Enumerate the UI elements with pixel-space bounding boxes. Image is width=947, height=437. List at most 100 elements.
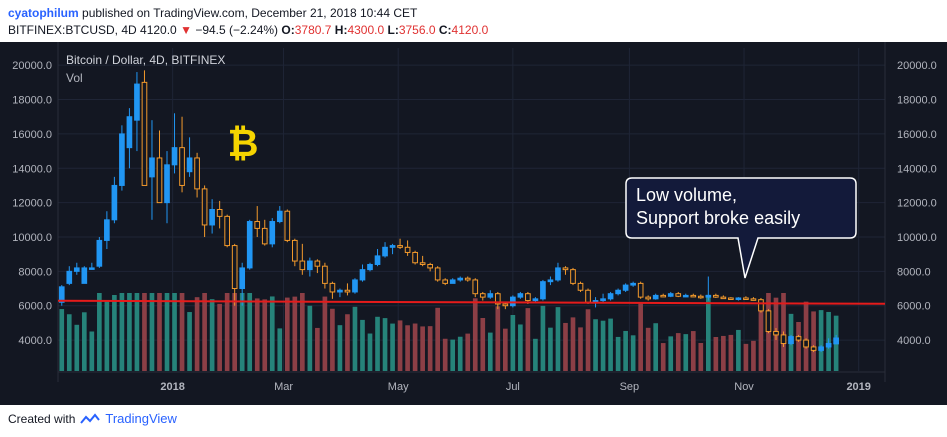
volume-bar bbox=[728, 334, 734, 371]
volume-bar bbox=[352, 306, 358, 371]
volume-bar bbox=[721, 335, 726, 371]
volume-bar bbox=[690, 331, 696, 371]
volume-bar bbox=[570, 317, 576, 371]
price-tick-label-left: 10000.0 bbox=[12, 232, 52, 244]
candle-body bbox=[487, 293, 494, 298]
volume-bar bbox=[487, 332, 493, 371]
volume-bar bbox=[337, 325, 343, 371]
candle-body bbox=[419, 262, 426, 265]
candle-body bbox=[479, 293, 486, 298]
candle-body bbox=[494, 293, 501, 305]
volume-bar bbox=[518, 324, 523, 371]
volume-bar bbox=[66, 314, 72, 371]
volume-bar bbox=[495, 306, 501, 371]
candle-body bbox=[337, 289, 343, 293]
volume-bar bbox=[217, 303, 222, 371]
price-tick-label-right: 4000.0 bbox=[897, 335, 931, 347]
candle-body bbox=[89, 267, 95, 270]
callout-line2: Support broke easily bbox=[636, 208, 800, 228]
candle-body bbox=[367, 263, 373, 271]
candle-body bbox=[73, 267, 80, 272]
price-tick-label-right: 14000.0 bbox=[897, 163, 937, 175]
candle-body bbox=[562, 267, 569, 271]
price-tick-label-left: 4000.0 bbox=[18, 335, 52, 347]
candle-body bbox=[164, 164, 170, 204]
candle-body bbox=[502, 303, 509, 307]
created-with-label: Created with bbox=[8, 411, 76, 426]
volume-bar bbox=[390, 323, 395, 371]
candle-body bbox=[517, 293, 524, 298]
candle-body bbox=[382, 246, 388, 257]
price-tick-label-left: 6000.0 bbox=[18, 301, 52, 313]
time-tick-label: Jul bbox=[506, 381, 520, 393]
candle-body bbox=[532, 298, 539, 302]
volume-bar bbox=[608, 318, 613, 371]
volume-bar bbox=[360, 319, 365, 371]
candle-body bbox=[660, 294, 667, 298]
candle-body bbox=[713, 294, 719, 298]
candle-body bbox=[457, 277, 464, 281]
candles[interactable] bbox=[58, 70, 839, 353]
volume-bar bbox=[758, 307, 764, 371]
volume-bar bbox=[367, 333, 373, 371]
candle-body bbox=[119, 133, 125, 186]
candle-body bbox=[269, 221, 276, 245]
candle-body bbox=[682, 294, 689, 298]
publish-info: published on TradingView.com, December 2… bbox=[82, 6, 418, 20]
candle-body bbox=[314, 260, 321, 267]
volume-bar bbox=[277, 328, 283, 371]
candle-body bbox=[773, 330, 779, 336]
candle-body bbox=[404, 246, 411, 253]
volume-bar bbox=[59, 309, 65, 371]
ohlc-line: BITFINEX:BTCUSD, 4D 4120.0 ▼ −94.5 (−2.2… bbox=[8, 22, 488, 38]
candle-body bbox=[615, 289, 621, 295]
candle-body bbox=[374, 255, 381, 265]
volume-bar bbox=[743, 343, 749, 371]
tradingview-link[interactable]: TradingView bbox=[105, 411, 177, 426]
annotation-callout[interactable]: Low volume, Support broke easily bbox=[625, 177, 857, 279]
price-tick-label-right: 20000.0 bbox=[897, 60, 937, 72]
price-chart[interactable]: 20000.0 20000.0 18000.0 18000.0 16000.0 16000… bbox=[0, 42, 947, 405]
volume-bar bbox=[375, 316, 380, 371]
price-axis[interactable]: 20000.0 20000.0 18000.0 18000.0 16000.0 16000… bbox=[12, 60, 937, 347]
volume-bar bbox=[187, 312, 192, 371]
candle-body bbox=[810, 346, 817, 351]
candle-body bbox=[630, 282, 636, 286]
volume-bar bbox=[818, 310, 824, 371]
candle-body bbox=[284, 210, 291, 241]
author-name[interactable]: cyatophilum bbox=[8, 6, 79, 20]
time-tick-label: Nov bbox=[734, 381, 754, 393]
candle-body bbox=[299, 260, 306, 271]
volume-bar bbox=[262, 299, 268, 371]
change-arrow-icon: ▼ bbox=[180, 23, 192, 37]
candle-body bbox=[555, 267, 561, 281]
time-tick-label: 2018 bbox=[160, 381, 184, 393]
volume-bar bbox=[119, 293, 125, 371]
candle-body bbox=[667, 293, 674, 297]
open-value: 3780.7 bbox=[294, 23, 332, 37]
price-tick-label-left: 20000.0 bbox=[12, 60, 52, 72]
volume-bar bbox=[172, 293, 177, 371]
candle-body bbox=[585, 289, 591, 303]
high-label: H: bbox=[334, 23, 348, 37]
support-line[interactable] bbox=[57, 299, 886, 305]
change-value: −94.5 (−2.24%) bbox=[195, 23, 279, 37]
volume-bar bbox=[713, 337, 719, 371]
volume-bar bbox=[796, 322, 801, 371]
candle-body bbox=[720, 296, 727, 300]
volume-bar bbox=[548, 327, 553, 371]
volume-bar bbox=[194, 297, 200, 371]
volume-bar bbox=[435, 307, 440, 371]
volume-bar bbox=[510, 315, 516, 371]
time-axis[interactable]: 2018 Mar May Jul Sep Nov 2019 bbox=[160, 381, 871, 393]
volume-bar bbox=[345, 314, 350, 371]
candle-body bbox=[705, 294, 712, 298]
candle-body bbox=[322, 265, 328, 284]
price-tick-label-right: 10000.0 bbox=[897, 232, 937, 244]
volume-bar bbox=[503, 328, 508, 371]
volume-bar bbox=[224, 293, 230, 371]
candle-body bbox=[111, 184, 118, 221]
candle-body bbox=[186, 157, 193, 173]
callout-line1: Low volume, bbox=[636, 185, 737, 205]
candle-body bbox=[818, 346, 824, 351]
